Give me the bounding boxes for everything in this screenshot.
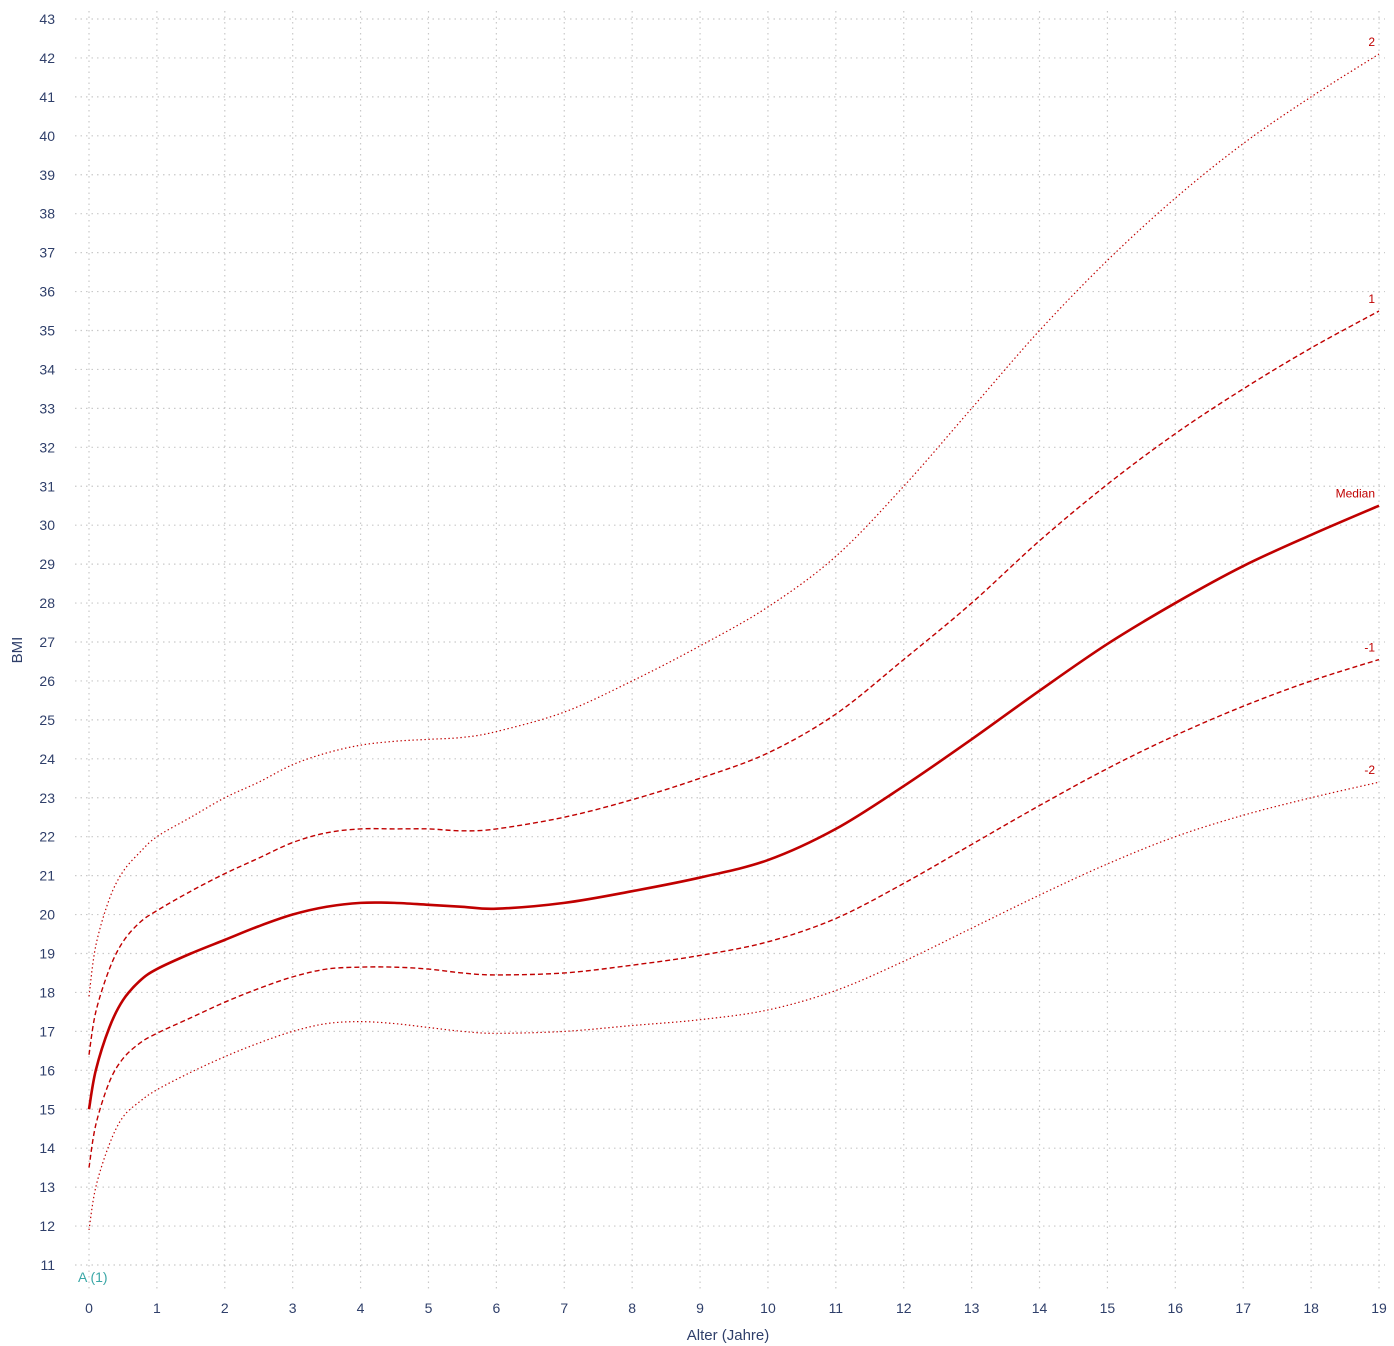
x-tick-label-10: 10 — [760, 1300, 776, 1316]
y-tick-label-25: 25 — [39, 712, 55, 728]
y-tick-label-14: 14 — [39, 1140, 55, 1156]
x-tick-label-11: 11 — [829, 1300, 844, 1316]
curve-sd-minus-1 — [88, 658, 1380, 1168]
x-tick-label-6: 6 — [492, 1300, 500, 1316]
y-tick-label-18: 18 — [39, 984, 55, 1000]
x-tick-label-19: 19 — [1371, 1300, 1387, 1316]
x-tick-label-15: 15 — [1100, 1300, 1116, 1316]
y-tick-label-16: 16 — [39, 1062, 55, 1078]
x-tick-label-17: 17 — [1235, 1300, 1251, 1316]
x-tick-label-4: 4 — [357, 1300, 365, 1316]
x-tick-label-18: 18 — [1303, 1300, 1319, 1316]
y-axis-ticks: 11 12 13 14 15 16 17 18 19 20 21 22 23 24 25 26 27 28 29 30… — [39, 11, 55, 1273]
x-tick-label-12: 12 — [896, 1300, 912, 1316]
y-tick-label-27: 27 — [39, 634, 55, 650]
curve-label-sd-minus-2: -2 — [1364, 763, 1375, 777]
x-tick-label-2: 2 — [221, 1300, 229, 1316]
curve-sd-2 — [88, 53, 1380, 997]
y-tick-label-21: 21 — [39, 868, 55, 884]
x-tick-label-9: 9 — [696, 1300, 704, 1316]
y-tick-label-43: 43 — [39, 11, 55, 27]
x-tick-label-7: 7 — [560, 1300, 568, 1316]
y-axis-label: BMI — [9, 637, 26, 664]
curve-label-sd-1: 1 — [1368, 292, 1375, 306]
percentile-curves — [87, 53, 1380, 1231]
x-tick-label-3: 3 — [289, 1300, 297, 1316]
y-tick-label-11: 11 — [40, 1257, 55, 1273]
y-tick-label-39: 39 — [39, 167, 55, 183]
x-tick-label-8: 8 — [628, 1300, 636, 1316]
y-tick-label-36: 36 — [39, 284, 55, 300]
y-tick-label-20: 20 — [39, 907, 55, 923]
curve-sd-minus-2 — [88, 781, 1380, 1231]
curve-sd-1 — [88, 310, 1380, 1055]
x-axis-label: Alter (Jahre) — [687, 1327, 770, 1344]
x-tick-label-5: 5 — [425, 1300, 433, 1316]
curve-labels: 2 1 Median -1 -2 — [1336, 35, 1376, 777]
curve-label-sd-minus-1: -1 — [1364, 641, 1375, 655]
curve-median — [87, 504, 1380, 1110]
y-tick-label-32: 32 — [39, 439, 55, 455]
y-tick-label-30: 30 — [39, 517, 55, 533]
y-tick-label-26: 26 — [39, 673, 55, 689]
curve-label-median: Median — [1336, 487, 1375, 501]
y-tick-label-35: 35 — [39, 323, 55, 339]
x-tick-label-16: 16 — [1168, 1300, 1184, 1316]
y-tick-label-37: 37 — [39, 245, 55, 261]
y-tick-label-34: 34 — [39, 361, 55, 377]
curve-label-sd-2: 2 — [1368, 35, 1375, 49]
y-tick-label-17: 17 — [39, 1023, 55, 1039]
y-tick-label-12: 12 — [39, 1218, 55, 1234]
y-tick-label-24: 24 — [39, 751, 55, 767]
y-tick-label-19: 19 — [39, 946, 55, 962]
y-tick-label-29: 29 — [39, 556, 55, 572]
y-tick-label-15: 15 — [39, 1101, 55, 1117]
y-tick-label-22: 22 — [39, 829, 55, 845]
y-tick-label-38: 38 — [39, 206, 55, 222]
y-tick-label-40: 40 — [39, 128, 55, 144]
y-tick-label-42: 42 — [39, 50, 55, 66]
y-tick-label-23: 23 — [39, 790, 55, 806]
y-tick-label-28: 28 — [39, 595, 55, 611]
y-tick-label-31: 31 — [39, 478, 55, 494]
y-tick-label-41: 41 — [39, 89, 55, 105]
x-tick-label-1: 1 — [153, 1300, 161, 1316]
y-tick-label-13: 13 — [39, 1179, 55, 1195]
x-tick-label-0: 0 — [85, 1300, 93, 1316]
x-tick-label-14: 14 — [1032, 1300, 1048, 1316]
y-tick-label-33: 33 — [39, 400, 55, 416]
grid — [75, 11, 1385, 1289]
measurement-marker-label: A (1) — [78, 1269, 108, 1285]
x-tick-label-13: 13 — [964, 1300, 980, 1316]
x-axis-ticks: 0 1 2 3 4 5 6 7 8 9 10 11 12 13 14 15 16 17 18 19 — [85, 1300, 1387, 1316]
